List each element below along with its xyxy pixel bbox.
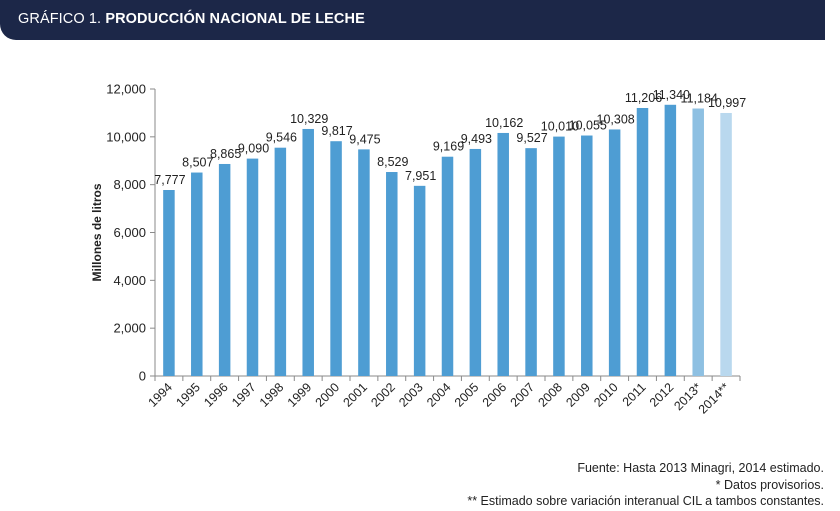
chart-title: PRODUCCIÓN NACIONAL DE LECHE <box>105 11 365 27</box>
provisional-note: * Datos provisorios. <box>715 477 824 492</box>
y-tick-label: 8,000 <box>113 177 146 192</box>
data-label: 8,865 <box>210 147 241 161</box>
x-tick-label: 2009 <box>563 380 593 410</box>
data-label: 10,308 <box>597 112 635 126</box>
bar-1997 <box>246 158 259 376</box>
bar-1996 <box>218 163 231 376</box>
y-tick-label: 10,000 <box>106 129 146 144</box>
bar-1994 <box>163 190 175 376</box>
data-label: 11,206 <box>625 91 662 105</box>
x-tick-label: 2007 <box>508 380 538 410</box>
data-label: 9,527 <box>516 131 547 145</box>
x-tick-label: 2006 <box>480 380 510 410</box>
chart-header-bar: GRÁFICO 1. PRODUCCIÓN NACIONAL DE LECHE <box>0 0 825 40</box>
y-tick-label: 2,000 <box>113 321 146 336</box>
data-label: 7,777 <box>154 173 185 187</box>
data-label: 10,329 <box>290 112 328 126</box>
data-label: 7,951 <box>405 169 436 183</box>
bar-2013 <box>692 108 704 377</box>
x-tick-label: 1999 <box>285 380 315 410</box>
chart-heading: GRÁFICO 1. PRODUCCIÓN NACIONAL DE LECHE <box>18 11 365 27</box>
bar-1999 <box>302 128 314 376</box>
bar-2001 <box>358 149 370 376</box>
bar-2005 <box>469 148 482 376</box>
x-tick-label: 2011 <box>620 380 649 409</box>
bar-2006 <box>497 132 509 376</box>
x-tick-label: 1998 <box>257 380 287 410</box>
y-tick-label: 0 <box>139 369 146 384</box>
bar-2014 <box>720 112 732 377</box>
y-tick-label: 6,000 <box>113 225 146 240</box>
data-label: 8,507 <box>182 156 213 170</box>
data-label: 9,493 <box>461 132 492 146</box>
x-tick-label: 2004 <box>424 380 454 410</box>
x-tick-label: 1995 <box>173 380 203 410</box>
y-tick-label: 12,000 <box>106 82 146 97</box>
bar-1995 <box>191 172 203 376</box>
data-label: 9,546 <box>266 131 297 145</box>
bar-2007 <box>525 148 537 376</box>
bar-2008 <box>553 136 565 376</box>
x-tick-label: 2000 <box>313 380 343 410</box>
data-label: 9,090 <box>238 142 269 156</box>
bar-2010 <box>608 129 621 376</box>
data-label: 9,475 <box>349 132 380 146</box>
data-label: 11,184 <box>681 92 718 106</box>
source-note: Fuente: Hasta 2013 Minagri, 2014 estimad… <box>577 461 824 475</box>
bar-2012 <box>664 104 677 376</box>
chart-number-label: GRÁFICO 1. <box>18 11 102 27</box>
x-tick-label: 2001 <box>340 380 370 410</box>
x-tick-label: 1996 <box>201 380 231 410</box>
y-tick-label: 4,000 <box>113 273 146 288</box>
data-label: 9,169 <box>433 140 464 154</box>
bar-chart: 0 2,000 4,000 6,000 8,000 10,000 12,000 Millone… <box>90 82 746 417</box>
y-axis-title: Millones de litros <box>90 183 104 281</box>
x-tick-label: 2003 <box>396 380 426 410</box>
x-tick-label: 1997 <box>229 380 259 410</box>
x-tick-label: 1994 <box>145 380 175 410</box>
x-tick-label: 2005 <box>452 380 482 410</box>
footnotes: Fuente: Hasta 2013 Minagri, 2014 estimad… <box>467 460 824 510</box>
bar-2004 <box>441 156 454 376</box>
bar-1998 <box>274 147 287 376</box>
data-label: 8,529 <box>377 155 408 169</box>
data-label: 10,055 <box>569 119 607 133</box>
data-label: 10,997 <box>708 96 746 110</box>
x-tick-label: 2008 <box>535 380 565 410</box>
bar-2011 <box>636 107 649 376</box>
estimate-note: ** Estimado sobre variación interanual C… <box>467 494 824 508</box>
bar-2000 <box>330 141 342 376</box>
x-tick-label: 2010 <box>591 380 621 410</box>
data-label: 10,162 <box>485 116 523 130</box>
data-label: 10,010 <box>541 120 579 134</box>
data-label: 11,340 <box>653 88 690 102</box>
bar-2003 <box>413 185 426 376</box>
data-label: 9,817 <box>321 124 352 138</box>
x-tick-label: 2014** <box>696 380 733 417</box>
bar-2002 <box>386 172 398 376</box>
x-tick-label: 2002 <box>368 380 398 410</box>
bar-2009 <box>581 135 593 376</box>
